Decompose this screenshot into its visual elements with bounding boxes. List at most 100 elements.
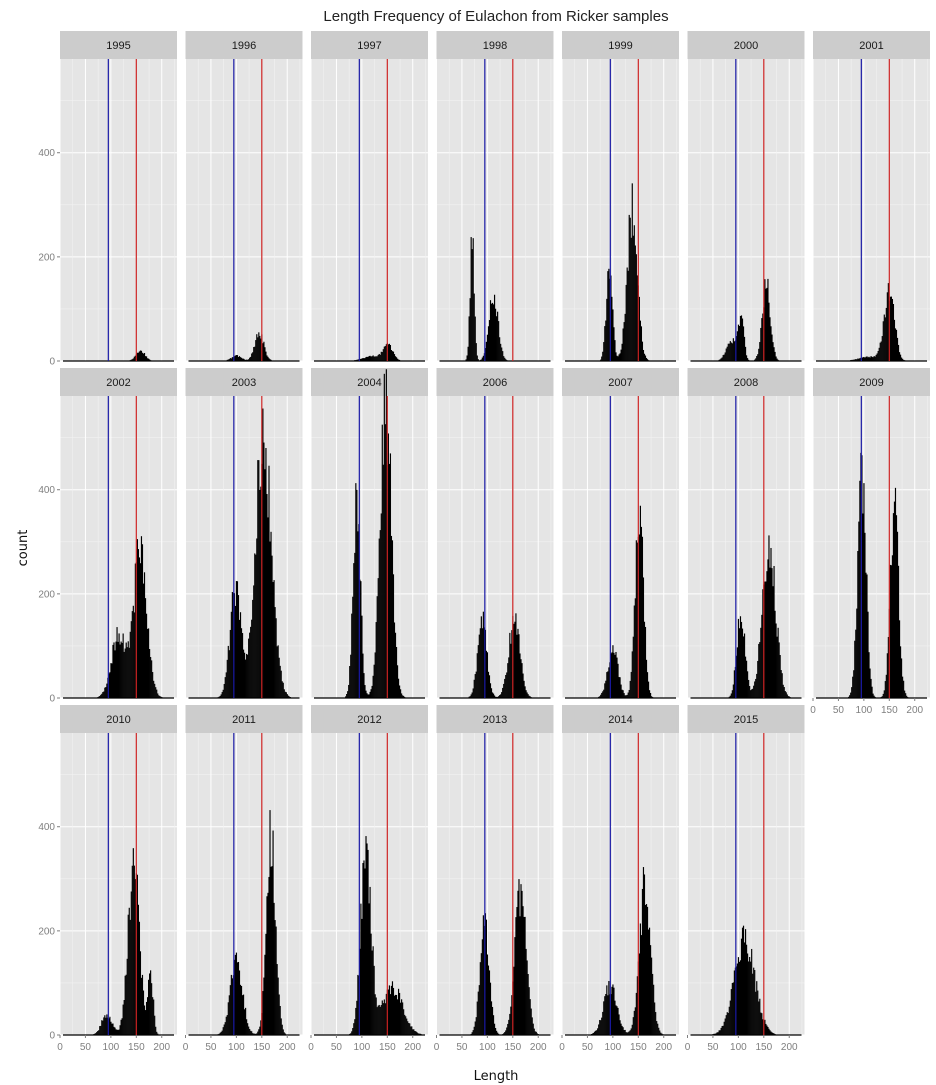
histogram-bar bbox=[257, 337, 259, 361]
histogram-bar bbox=[755, 678, 757, 698]
x-tick-label: 100 bbox=[228, 1042, 245, 1053]
histogram-bar bbox=[850, 692, 852, 698]
histogram-bar bbox=[759, 642, 761, 698]
histogram-bar bbox=[134, 879, 136, 1035]
histogram-bar bbox=[767, 1026, 769, 1035]
histogram-bar bbox=[356, 489, 358, 698]
histogram-bar bbox=[780, 670, 782, 698]
histogram-bar bbox=[887, 283, 889, 361]
histogram-bar bbox=[505, 674, 507, 698]
histogram-bar bbox=[614, 340, 616, 361]
histogram-bar bbox=[487, 326, 490, 361]
panel-2011: 2011 0 50 100 150 200 bbox=[183, 705, 303, 1053]
histogram-bar bbox=[354, 1019, 356, 1035]
histogram-bar bbox=[489, 982, 492, 1035]
histogram-bar bbox=[603, 342, 605, 361]
histogram-bar bbox=[264, 469, 266, 698]
histogram-bar bbox=[140, 977, 143, 1035]
histogram-bar bbox=[474, 1021, 476, 1035]
x-tick-label: 200 bbox=[153, 1042, 170, 1053]
histogram-bar bbox=[746, 660, 748, 698]
histogram-bar bbox=[388, 463, 390, 698]
histogram-bar bbox=[120, 641, 122, 698]
facet-strip bbox=[436, 705, 554, 733]
histogram-bar bbox=[723, 354, 725, 361]
histogram-bar bbox=[384, 424, 386, 698]
histogram-bar bbox=[150, 657, 152, 698]
facet-strip bbox=[562, 705, 679, 733]
histogram-bar bbox=[768, 302, 770, 361]
histogram-bar bbox=[145, 613, 148, 698]
histogram-bar bbox=[260, 338, 262, 361]
histogram-bar bbox=[853, 670, 855, 698]
histogram-bar bbox=[607, 271, 609, 361]
histogram-bar bbox=[534, 1031, 536, 1035]
histogram-bar bbox=[486, 334, 489, 361]
histogram-bar bbox=[631, 1024, 633, 1035]
histogram-bar bbox=[518, 879, 520, 1035]
panel-background bbox=[813, 59, 930, 361]
panel-2006: 2006 bbox=[436, 368, 554, 699]
histogram-bar bbox=[365, 690, 367, 698]
histogram-bar bbox=[130, 621, 132, 698]
facet-strip-label: 2003 bbox=[232, 377, 256, 389]
histogram-bar bbox=[524, 916, 526, 1035]
histogram-bar bbox=[401, 999, 403, 1035]
histogram-bar bbox=[396, 358, 399, 361]
histogram-bar bbox=[348, 684, 350, 698]
histogram-bar bbox=[399, 685, 401, 698]
histogram-bar bbox=[263, 977, 265, 1035]
histogram-bar bbox=[136, 539, 138, 698]
histogram-bar bbox=[364, 358, 366, 361]
y-axis-label: count bbox=[16, 530, 31, 567]
histogram-bar bbox=[103, 691, 105, 698]
histogram-bar bbox=[353, 1023, 355, 1035]
histogram-bar bbox=[281, 681, 283, 698]
histogram-bar bbox=[505, 1030, 507, 1035]
histogram-bar bbox=[267, 517, 269, 698]
histogram-bar bbox=[259, 335, 261, 361]
histogram-bar bbox=[131, 359, 133, 361]
histogram-bar bbox=[768, 535, 770, 698]
histogram-bar bbox=[385, 993, 387, 1035]
histogram-bar bbox=[766, 571, 768, 698]
histogram-bar bbox=[130, 891, 132, 1035]
histogram-bar bbox=[480, 616, 482, 698]
facet-strip-label: 1998 bbox=[483, 40, 507, 52]
histogram-bar bbox=[346, 694, 348, 698]
x-tick-label: 100 bbox=[103, 1042, 120, 1053]
histogram-bar bbox=[875, 354, 877, 361]
histogram-bar bbox=[606, 985, 608, 1035]
histogram-bar bbox=[379, 354, 381, 361]
histogram-bar bbox=[253, 585, 255, 698]
histogram-bar bbox=[225, 1016, 227, 1035]
histogram-bar bbox=[627, 270, 629, 361]
histogram-bar bbox=[247, 1023, 249, 1035]
histogram-bar bbox=[154, 1015, 156, 1035]
histogram-bar bbox=[400, 1002, 402, 1035]
histogram-bar bbox=[526, 960, 528, 1035]
histogram-bar bbox=[606, 298, 608, 361]
facet-strip bbox=[562, 31, 679, 59]
histogram-bar bbox=[634, 1007, 636, 1035]
histogram-bar bbox=[249, 1028, 251, 1035]
histogram-bar bbox=[622, 1027, 624, 1035]
histogram-bar bbox=[231, 592, 233, 698]
histogram-bar bbox=[892, 304, 895, 361]
histogram-bar bbox=[490, 688, 493, 698]
histogram-bar bbox=[99, 1026, 101, 1035]
histogram-bar bbox=[755, 358, 757, 361]
histogram-bar bbox=[121, 642, 123, 698]
histogram-bar bbox=[492, 1015, 495, 1035]
histogram-bar bbox=[399, 992, 401, 1035]
histogram-bar bbox=[626, 267, 628, 361]
histogram-bar bbox=[522, 906, 524, 1035]
y-tick-label: 0 bbox=[49, 357, 55, 368]
histogram-bar bbox=[746, 355, 748, 361]
histogram-bar bbox=[480, 953, 482, 1035]
histogram-bar bbox=[133, 356, 135, 361]
histogram-bar bbox=[729, 1000, 731, 1035]
histogram-bar bbox=[651, 696, 653, 698]
panel-2012: 2012 0 50 100 150 200 bbox=[308, 705, 428, 1053]
histogram-bar bbox=[601, 356, 603, 361]
